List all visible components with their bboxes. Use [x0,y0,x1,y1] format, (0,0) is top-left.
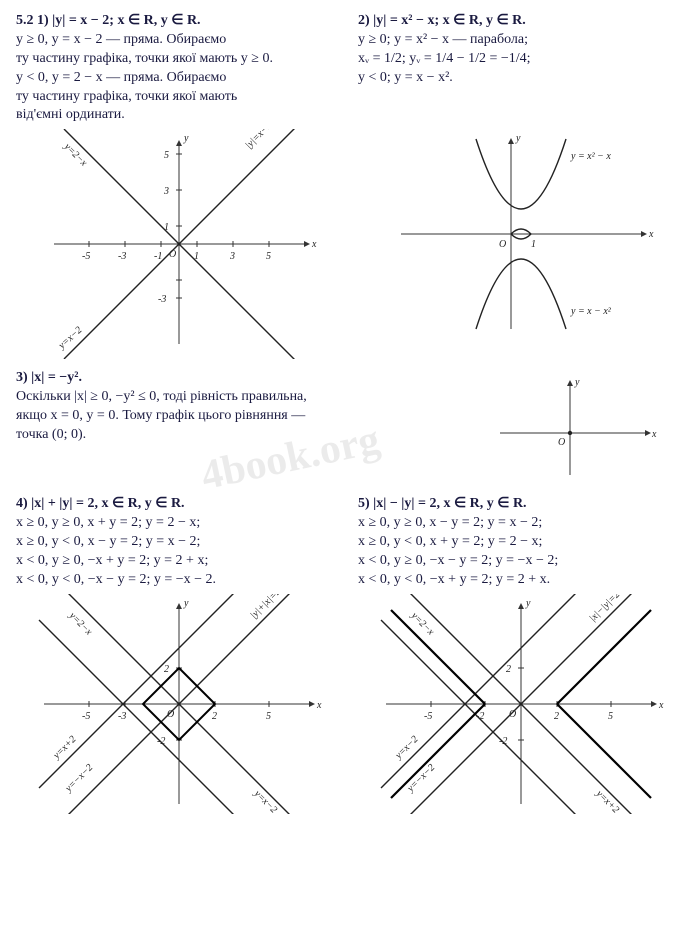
p3-line3: точка (0; 0). [16,426,451,445]
p5-c3: x < 0, y ≥ 0, −x − y = 2; y = −x − 2; [358,552,684,571]
svg-text:y: y [574,377,580,388]
problem-5: 5) |x| − |y| = 2, x ∈ R, y ∈ R. x ≥ 0, y… [358,495,684,589]
svg-text:O: O [499,239,506,250]
p2-line1: y ≥ 0; y = x² − x — парабола; [358,31,684,50]
svg-text:-3: -3 [118,251,126,262]
problem-4: 4) |x| + |y| = 2, x ∈ R, y ∈ R. x ≥ 0, y… [16,495,342,589]
p5-header: 5) |x| − |y| = 2, x ∈ R, y ∈ R. [358,495,684,514]
svg-text:-3: -3 [158,294,166,305]
p5-c4: x < 0, y < 0, −x + y = 2; y = 2 + x. [358,571,684,590]
chart1-ticks: -5 -3 -1 1 3 5 5 3 1 -3 [82,150,271,305]
svg-text:2: 2 [164,664,169,675]
svg-text:3: 3 [229,251,235,262]
p3-header: 3) |x| = −y². [16,369,451,388]
p5-c2: x ≥ 0, y < 0, x + y = 2; y = 2 − x; [358,533,684,552]
svg-text:5: 5 [266,711,271,722]
svg-text:y: y [525,598,531,609]
svg-text:y=2−x: y=2−x [408,609,436,637]
svg-text:2: 2 [506,664,511,675]
chart-4-svg: xy O -5 -3 2 5 2 -2 y=2−x |y|+|x|=2 y=−x… [29,594,329,814]
svg-text:y=2−x: y=2−x [66,609,94,637]
svg-text:5: 5 [164,150,169,161]
svg-text:-1: -1 [154,251,162,262]
svg-text:y = x² − x: y = x² − x [570,151,611,162]
svg-text:x: x [658,700,664,711]
svg-text:x: x [316,700,322,711]
svg-text:x: x [311,239,317,250]
chart-5-svg: xy O -5 -2 2 5 2 -2 y=2−x |x|−|y|=2 y=−x… [371,594,671,814]
p1-line1: y ≥ 0, y = x − 2 — пряма. Обираємо [16,31,342,50]
svg-text:-5: -5 [82,251,90,262]
p2-line2: xᵥ = 1/2; yᵥ = 1/4 − 1/2 = −1/4; [358,50,684,69]
chart-5: xy O -5 -2 2 5 2 -2 y=2−x |x|−|y|=2 y=−x… [358,590,684,818]
p3-line1: Оскільки |x| ≥ 0, −y² ≤ 0, тоді рівність… [16,388,451,407]
chart-3: x y O [467,369,684,487]
p2-header: 2) |y| = x² − x; x ∈ R, y ∈ R. [358,12,684,31]
svg-text:y: y [183,133,189,144]
problem-2: 2) |y| = x² − x; x ∈ R, y ∈ R. y ≥ 0; y … [358,12,684,125]
row-problem-3: 3) |x| = −y². Оскільки |x| ≥ 0, −y² ≤ 0,… [16,369,684,487]
p1-line4: ту частину графіка, точки якої мають [16,88,342,107]
p3-line2: якщо x = 0, y = 0. Тому графік цього рів… [16,407,451,426]
svg-text:O: O [558,437,565,448]
problem-3-text: 3) |x| = −y². Оскільки |x| ≥ 0, −y² ≤ 0,… [16,369,451,445]
svg-text:|y|=x−2: |y|=x−2 [243,129,274,151]
p2-line3: y < 0; y = x − x². [358,69,684,88]
p4-header: 4) |x| + |y| = 2, x ∈ R, y ∈ R. [16,495,342,514]
chart-4: xy O -5 -3 2 5 2 -2 y=2−x |y|+|x|=2 y=−x… [16,590,342,818]
svg-text:x: x [648,229,654,240]
svg-text:y=x−2: y=x−2 [56,325,84,352]
svg-text:y: y [183,598,189,609]
svg-text:y=−x−2: y=−x−2 [63,762,96,795]
svg-text:5: 5 [608,711,613,722]
chart-3-svg: x y O [490,373,660,483]
p1-line2: ту частину графіка, точки якої мають y ≥… [16,50,342,69]
svg-text:y=x+2: y=x+2 [51,734,79,762]
row-problems-1-2: 5.2 1) |y| = x − 2; x ∈ R, y ∈ R. y ≥ 0,… [16,12,684,125]
svg-text:y=2−x: y=2−x [61,141,89,169]
svg-text:x: x [651,429,657,440]
problem-1: 5.2 1) |y| = x − 2; x ∈ R, y ∈ R. y ≥ 0,… [16,12,342,125]
svg-text:3: 3 [163,186,169,197]
svg-text:2: 2 [554,711,559,722]
p4-c2: x ≥ 0, y < 0, x − y = 2; y = x − 2; [16,533,342,552]
p1-line5: від'ємні ординати. [16,106,342,125]
p4-c1: x ≥ 0, y ≥ 0, x + y = 2; y = 2 − x; [16,514,342,533]
svg-text:-5: -5 [82,711,90,722]
svg-text:y=x−2: y=x−2 [393,734,421,762]
svg-text:y: y [515,133,521,144]
chart-1: xy O -5 -3 -1 1 3 5 5 3 1 -3 y=2−x |y|=x… [16,125,342,363]
svg-text:-3: -3 [118,711,126,722]
chart-1-svg: xy O -5 -3 -1 1 3 5 5 3 1 -3 y=2−x |y|=x… [34,129,324,359]
chart-2-svg: x y O 1 y = x² − x y = x − x² [381,129,661,339]
p1-header: 5.2 1) |y| = x − 2; x ∈ R, y ∈ R. [16,12,342,31]
svg-text:y = x − x²: y = x − x² [570,306,612,317]
svg-text:2: 2 [212,711,217,722]
row-charts-1-2: x y O -5 -3 -1 1 3 5 5 3 1 -3 y=2−x |y|=x… [16,125,684,363]
p1-line3: y < 0, y = 2 − x — пряма. Обираємо [16,69,342,88]
p4-c3: x < 0, y ≥ 0, −x + y = 2; y = 2 + x; [16,552,342,571]
svg-text:-5: -5 [424,711,432,722]
chart-2: x y O 1 y = x² − x y = x − x² [358,125,684,363]
p5-c1: x ≥ 0, y ≥ 0, x − y = 2; y = x − 2; [358,514,684,533]
row-problems-4-5: 4) |x| + |y| = 2, x ∈ R, y ∈ R. x ≥ 0, y… [16,495,684,589]
svg-text:1: 1 [531,239,536,250]
svg-text:5: 5 [266,251,271,262]
row-charts-4-5: xy O -5 -3 2 5 2 -2 y=2−x |y|+|x|=2 y=−x… [16,590,684,818]
p4-c4: x < 0, y < 0, −x − y = 2; y = −x − 2. [16,571,342,590]
